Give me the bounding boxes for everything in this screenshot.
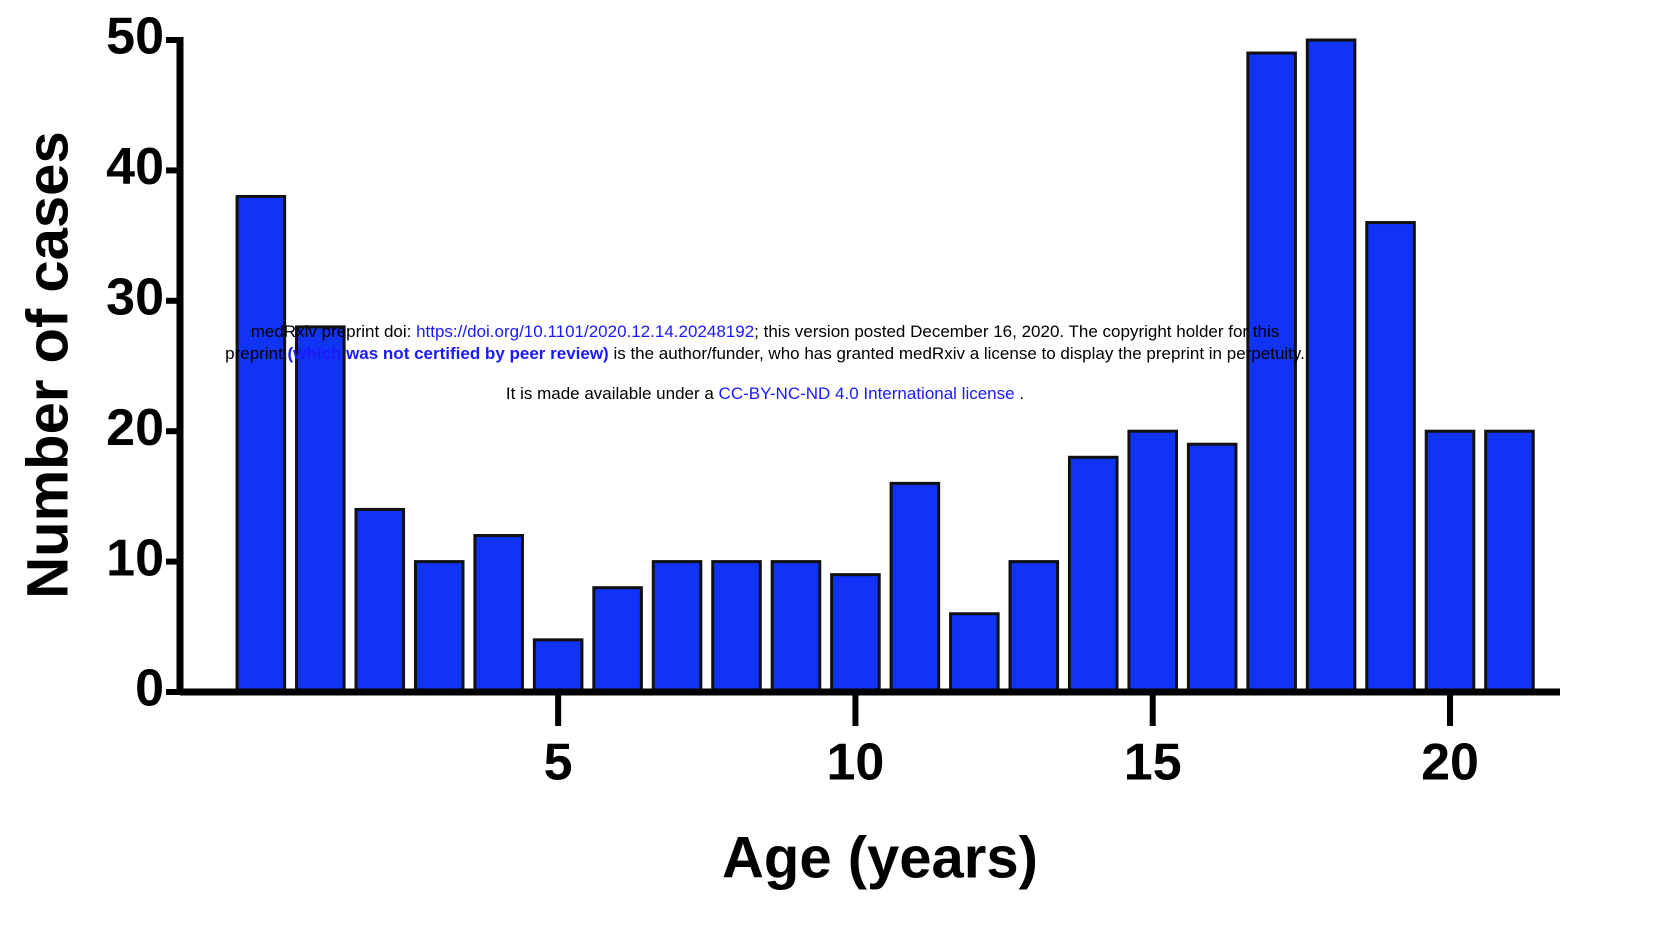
bar [1186,442,1238,694]
bar [592,586,643,694]
bar [1305,38,1357,694]
bar [295,325,346,694]
notice-link[interactable]: CC-BY-NC-ND 4.0 International license [718,384,1015,403]
bar [532,638,584,694]
bar [770,560,822,694]
bar [1365,221,1416,694]
y-tick-label: 30 [106,269,164,327]
y-tick-label: 20 [106,399,164,457]
notice-link[interactable]: https://doi.org/10.1101/2020.12.14.20248… [416,322,755,341]
notice-text: preprint [225,344,288,363]
notice-line: medRxiv preprint doi: https://doi.org/10… [0,322,1530,342]
bar [711,560,762,694]
notice-line: preprint (which was not certified by pee… [0,344,1530,364]
bar [1246,51,1297,694]
bar [1424,429,1476,694]
x-tick-label: 20 [1421,734,1479,792]
notice-text: ; this version posted December 16, 2020.… [754,322,1280,341]
x-axis-title: Age (years) [722,825,1038,890]
bar [1127,429,1179,694]
bar [1067,455,1119,694]
bar [1008,560,1060,694]
x-tick-label: 15 [1124,734,1182,792]
notice-text: . [1014,384,1025,403]
bar [889,481,941,694]
y-tick-label: 40 [106,138,164,196]
bar [830,573,881,694]
y-tick-label: 10 [106,529,164,587]
bar [354,507,406,694]
x-tick-label: 5 [544,734,573,792]
notice-text: medRxiv preprint doi: [250,322,417,341]
bar [949,612,1000,694]
notice-text: is the author/funder, who has granted me… [608,344,1305,363]
y-axis-title: Number of cases [15,131,80,598]
bar [413,560,465,694]
bar [1484,429,1535,694]
y-tick-label: 0 [135,660,164,718]
bar [651,560,703,694]
x-tick-label: 10 [827,734,885,792]
notice-line: It is made available under a CC-BY-NC-ND… [0,384,1530,404]
notice-text: (which was not certified by peer review) [287,344,609,363]
bar [235,194,287,694]
bar [473,534,524,694]
notice-text: It is made available under a [505,384,719,403]
y-tick-label: 50 [106,8,164,66]
